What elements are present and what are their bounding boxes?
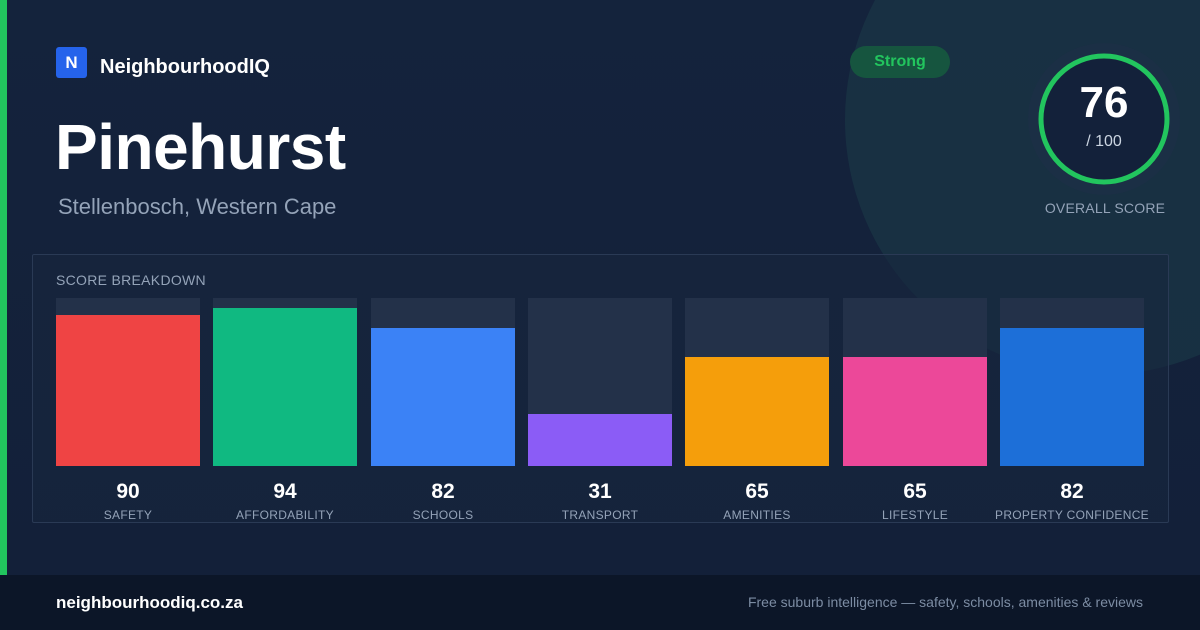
bar-property-confidence <box>1000 328 1144 466</box>
bar-value-lifestyle: 65 <box>903 480 927 503</box>
share-card: N NeighbourhoodIQ Pinehurst Stellenbosch… <box>0 0 1200 575</box>
bar-value-schools: 82 <box>431 480 455 503</box>
brand-name: NeighbourhoodIQ <box>100 56 270 78</box>
bar-track-safety <box>56 298 200 466</box>
bar-label-transport: TRANSPORT <box>561 508 639 522</box>
bar-affordability <box>213 308 357 466</box>
bar-track-transport <box>528 298 672 466</box>
rating-badge: Strong <box>850 46 950 78</box>
overall-score-value: 76 <box>1079 78 1129 127</box>
bar-track-property-confidence <box>1000 298 1144 466</box>
overall-score-max: / 100 <box>1086 133 1122 150</box>
bar-value-transport: 31 <box>588 480 612 503</box>
bar-amenities <box>685 357 829 466</box>
brand: N NeighbourhoodIQ <box>56 46 270 79</box>
brand-logo-icon: N <box>56 47 87 78</box>
bar-track-lifestyle <box>843 298 987 466</box>
bar-value-affordability: 94 <box>273 480 297 503</box>
bar-label-schools: SCHOOLS <box>412 508 474 522</box>
score-breakdown-title: SCORE BREAKDOWN <box>56 272 206 288</box>
bar-value-property-confidence: 82 <box>1060 480 1084 503</box>
bar-value-safety: 90 <box>116 480 140 503</box>
footer-url: neighbourhoodiq.co.za <box>56 593 243 612</box>
score-ring-arc <box>1038 53 1170 185</box>
score-ring-svg <box>1028 43 1180 195</box>
bar-track-affordability <box>213 298 357 466</box>
bar-transport <box>528 414 672 466</box>
bar-label-safety: SAFETY <box>103 508 153 522</box>
bar-label-property-confidence: PROPERTY CONFIDENCE <box>995 508 1149 522</box>
footer: neighbourhoodiq.co.za Free suburb intell… <box>0 575 1200 630</box>
bar-label-affordability: AFFORDABILITY <box>236 508 334 522</box>
footer-tagline: Free suburb intelligence — safety, schoo… <box>747 594 1143 610</box>
bar-track-schools <box>371 298 515 466</box>
bar-safety <box>56 315 200 466</box>
suburb-name: Pinehurst <box>55 111 346 183</box>
overall-score-label: OVERALL SCORE <box>1044 200 1166 216</box>
suburb-location: Stellenbosch, Western Cape <box>58 194 337 219</box>
accent-bar <box>0 0 7 575</box>
bar-label-amenities: AMENITIES <box>723 508 791 522</box>
bar-lifestyle <box>843 357 987 466</box>
bar-label-lifestyle: LIFESTYLE <box>881 508 949 522</box>
bar-track-amenities <box>685 298 829 466</box>
bar-value-amenities: 65 <box>745 480 769 503</box>
overall-score-ring: 76 / 100 <box>1028 43 1180 195</box>
bar-schools <box>371 328 515 466</box>
